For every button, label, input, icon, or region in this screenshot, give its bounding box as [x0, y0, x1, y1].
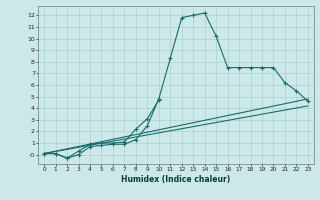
X-axis label: Humidex (Indice chaleur): Humidex (Indice chaleur)	[121, 175, 231, 184]
